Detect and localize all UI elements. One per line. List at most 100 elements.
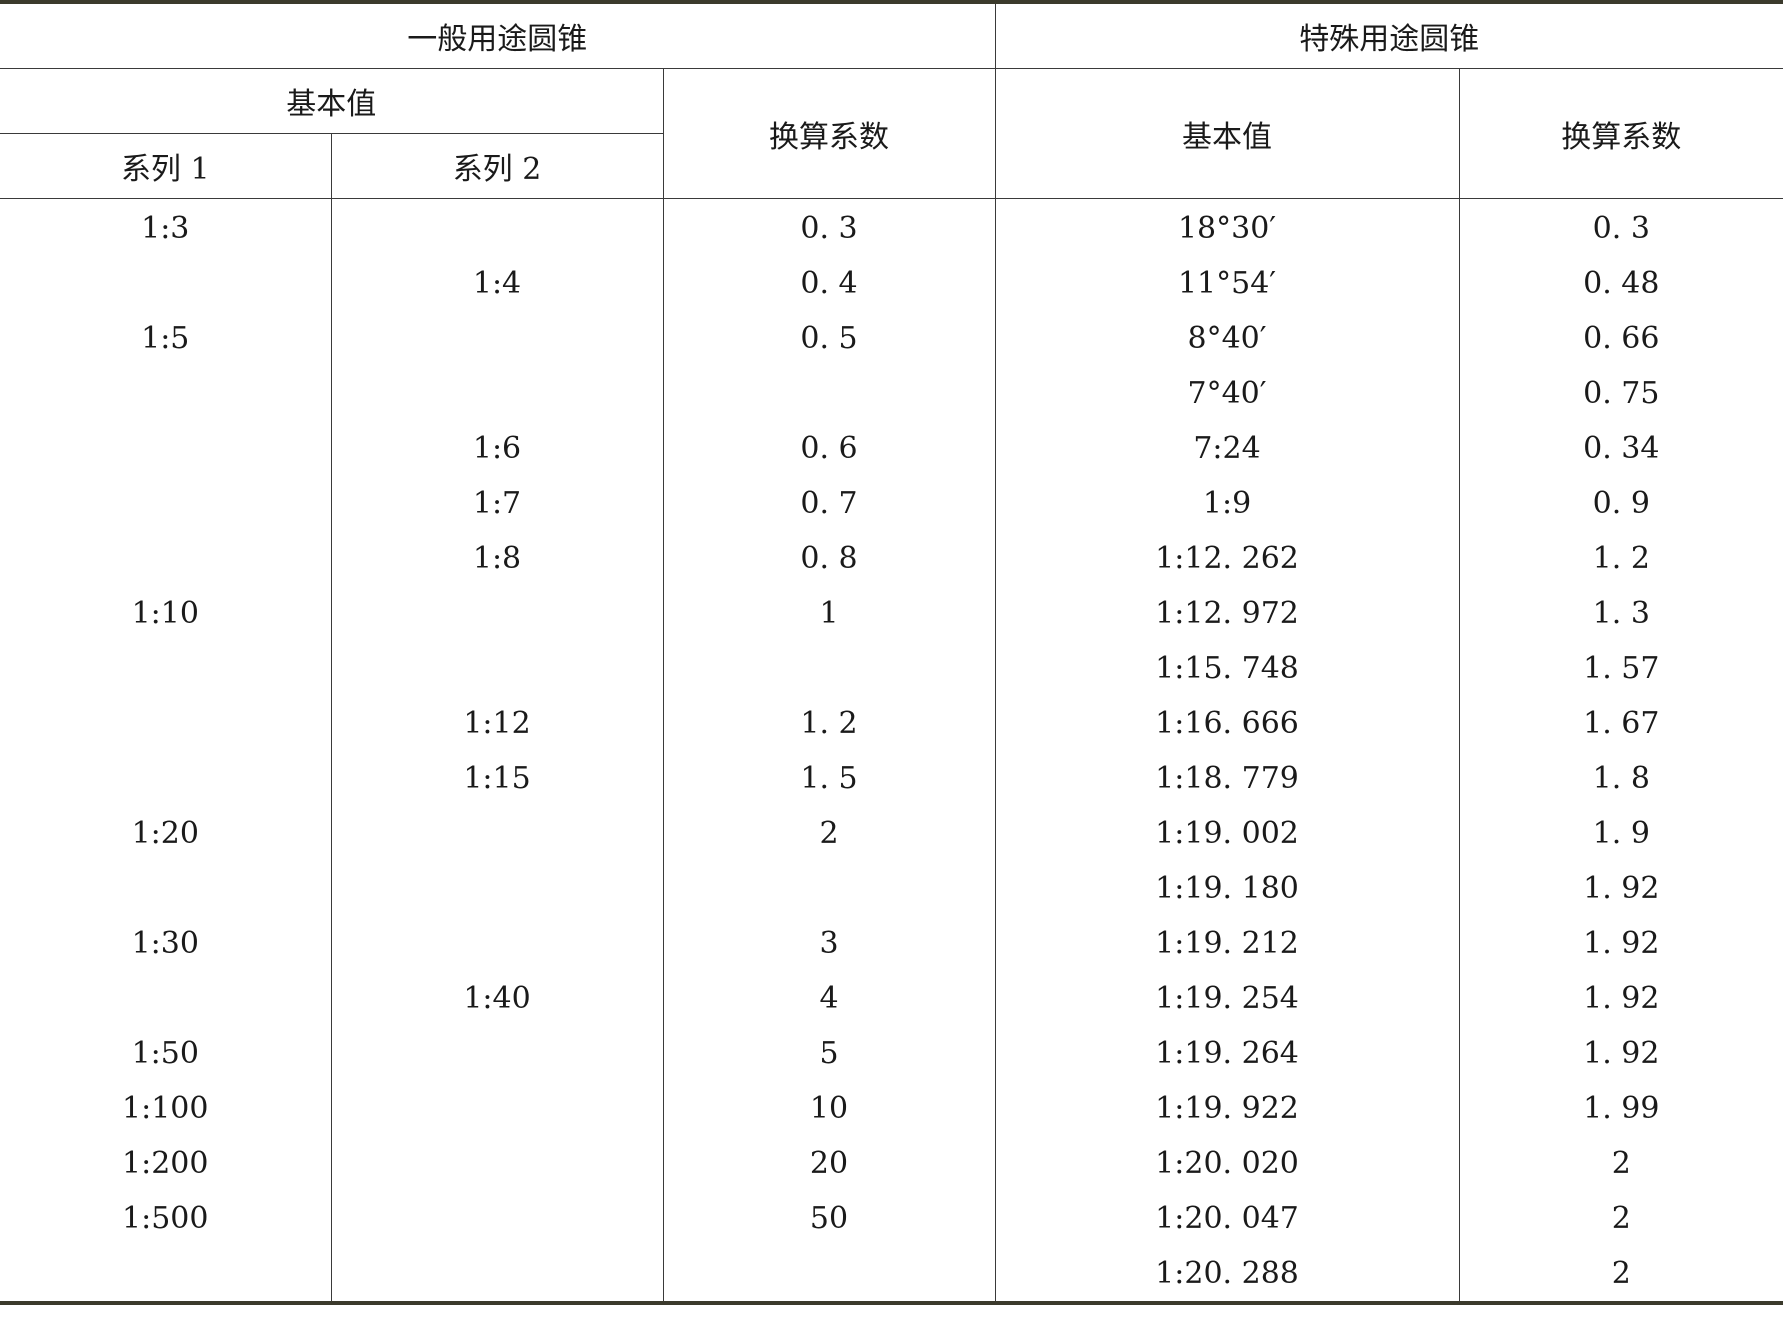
conversion-cell: 0. 8 — [662, 531, 996, 586]
special-conversion-cell: 1. 57 — [1458, 641, 1783, 696]
series-2-cell — [330, 1246, 664, 1303]
special-conversion-cell: 1. 2 — [1458, 531, 1783, 586]
special-conversion-cell: 0. 48 — [1458, 256, 1783, 311]
series-1-cell: 1:100 — [0, 1081, 332, 1136]
special-conversion-cell: 0. 3 — [1458, 198, 1783, 256]
conversion-cell — [662, 641, 996, 696]
series-1-cell — [0, 971, 332, 1026]
special-basic-value-cell: 1:15. 748 — [994, 641, 1460, 696]
conversion-cell: 5 — [662, 1026, 996, 1081]
special-basic-value-cell: 1:20. 288 — [994, 1246, 1460, 1303]
header-special-basic-value: 基本值 — [994, 68, 1460, 199]
series-2-cell — [330, 586, 664, 641]
special-conversion-cell: 1. 92 — [1458, 1026, 1783, 1081]
series-2-cell: 1:4 — [330, 256, 664, 311]
conversion-cell: 2 — [662, 806, 996, 861]
table-row: 1:20 2 1:19. 002 1. 9 — [0, 806, 1783, 861]
table-row: 1:5 0. 5 8°40′ 0. 66 — [0, 311, 1783, 366]
series-2-cell — [330, 641, 664, 696]
header-general-cones: 一般用途圆锥 — [0, 1, 996, 69]
series-2-cell: 1:40 — [330, 971, 664, 1026]
series-2-cell: 1:15 — [330, 751, 664, 806]
table-row: 1:7 0. 7 1:9 0. 9 — [0, 476, 1783, 531]
series-2-cell: 1:8 — [330, 531, 664, 586]
special-conversion-cell: 1. 99 — [1458, 1081, 1783, 1136]
series-1-cell — [0, 476, 332, 531]
conversion-cell: 50 — [662, 1191, 996, 1246]
conversion-cell: 4 — [662, 971, 996, 1026]
series-1-cell: 1:500 — [0, 1191, 332, 1246]
header-special-conversion-factor: 换算系数 — [1458, 68, 1783, 199]
series-2-cell — [330, 1136, 664, 1191]
header-series-1: 系列 1 — [0, 133, 332, 199]
series-2-cell: 1:7 — [330, 476, 664, 531]
special-conversion-cell: 2 — [1458, 1246, 1783, 1303]
special-basic-value-cell: 1:20. 047 — [994, 1191, 1460, 1246]
special-conversion-cell: 2 — [1458, 1136, 1783, 1191]
series-2-cell — [330, 311, 664, 366]
conversion-cell: 3 — [662, 916, 996, 971]
series-1-cell — [0, 421, 332, 476]
special-basic-value-cell: 1:19. 212 — [994, 916, 1460, 971]
header-basic-value: 基本值 — [0, 68, 664, 134]
special-basic-value-cell: 1:9 — [994, 476, 1460, 531]
table-row: 1:12 1. 2 1:16. 666 1. 67 — [0, 696, 1783, 751]
special-conversion-cell: 1. 8 — [1458, 751, 1783, 806]
table-row: 1:50 5 1:19. 264 1. 92 — [0, 1026, 1783, 1081]
series-2-cell — [330, 1081, 664, 1136]
special-basic-value-cell: 18°30′ — [994, 198, 1460, 256]
table-row: 1:8 0. 8 1:12. 262 1. 2 — [0, 531, 1783, 586]
conversion-cell: 0. 4 — [662, 256, 996, 311]
special-basic-value-cell: 1:18. 779 — [994, 751, 1460, 806]
series-2-cell — [330, 1026, 664, 1081]
special-conversion-cell: 0. 75 — [1458, 366, 1783, 421]
special-conversion-cell: 0. 34 — [1458, 421, 1783, 476]
series-1-cell: 1:30 — [0, 916, 332, 971]
conversion-cell — [662, 1246, 996, 1303]
special-basic-value-cell: 1:19. 254 — [994, 971, 1460, 1026]
conversion-cell: 0. 7 — [662, 476, 996, 531]
special-basic-value-cell: 11°54′ — [994, 256, 1460, 311]
series-2-cell — [330, 806, 664, 861]
series-1-cell — [0, 696, 332, 751]
header-conversion-factor: 换算系数 — [662, 68, 996, 199]
special-basic-value-cell: 1:20. 020 — [994, 1136, 1460, 1191]
table-row: 1:100 10 1:19. 922 1. 99 — [0, 1081, 1783, 1136]
special-basic-value-cell: 7:24 — [994, 421, 1460, 476]
series-1-cell — [0, 641, 332, 696]
table-row: 1:40 4 1:19. 254 1. 92 — [0, 971, 1783, 1026]
special-basic-value-cell: 1:19. 002 — [994, 806, 1460, 861]
table-row: 1:30 3 1:19. 212 1. 92 — [0, 916, 1783, 971]
series-1-cell — [0, 366, 332, 421]
series-2-cell — [330, 861, 664, 916]
special-conversion-cell: 2 — [1458, 1191, 1783, 1246]
series-2-cell: 1:6 — [330, 421, 664, 476]
special-basic-value-cell: 1:19. 264 — [994, 1026, 1460, 1081]
table-row: 1:200 20 1:20. 020 2 — [0, 1136, 1783, 1191]
special-conversion-cell: 1. 92 — [1458, 971, 1783, 1026]
series-1-cell: 1:50 — [0, 1026, 332, 1081]
table-row: 1:20. 288 2 — [0, 1246, 1783, 1303]
conversion-cell: 0. 3 — [662, 198, 996, 256]
special-basic-value-cell: 1:19. 922 — [994, 1081, 1460, 1136]
special-conversion-cell: 0. 66 — [1458, 311, 1783, 366]
conversion-cell — [662, 861, 996, 916]
header-series-2: 系列 2 — [330, 133, 663, 199]
series-1-cell — [0, 256, 332, 311]
series-1-cell — [0, 531, 332, 586]
series-1-cell: 1:10 — [0, 586, 332, 641]
special-basic-value-cell: 7°40′ — [994, 366, 1460, 421]
series-2-cell — [330, 916, 664, 971]
table-row: 1:10 1 1:12. 972 1. 3 — [0, 586, 1783, 641]
series-1-cell — [0, 1246, 332, 1303]
series-1-cell — [0, 861, 332, 916]
conversion-cell: 1. 5 — [662, 751, 996, 806]
series-1-cell: 1:20 — [0, 806, 332, 861]
special-conversion-cell: 0. 9 — [1458, 476, 1783, 531]
special-conversion-cell: 1. 67 — [1458, 696, 1783, 751]
special-basic-value-cell: 1:12. 972 — [994, 586, 1460, 641]
table-row: 7°40′ 0. 75 — [0, 366, 1783, 421]
table-row: 1:4 0. 4 11°54′ 0. 48 — [0, 256, 1783, 311]
series-1-cell: 1:3 — [0, 198, 332, 256]
conversion-cell — [662, 366, 996, 421]
